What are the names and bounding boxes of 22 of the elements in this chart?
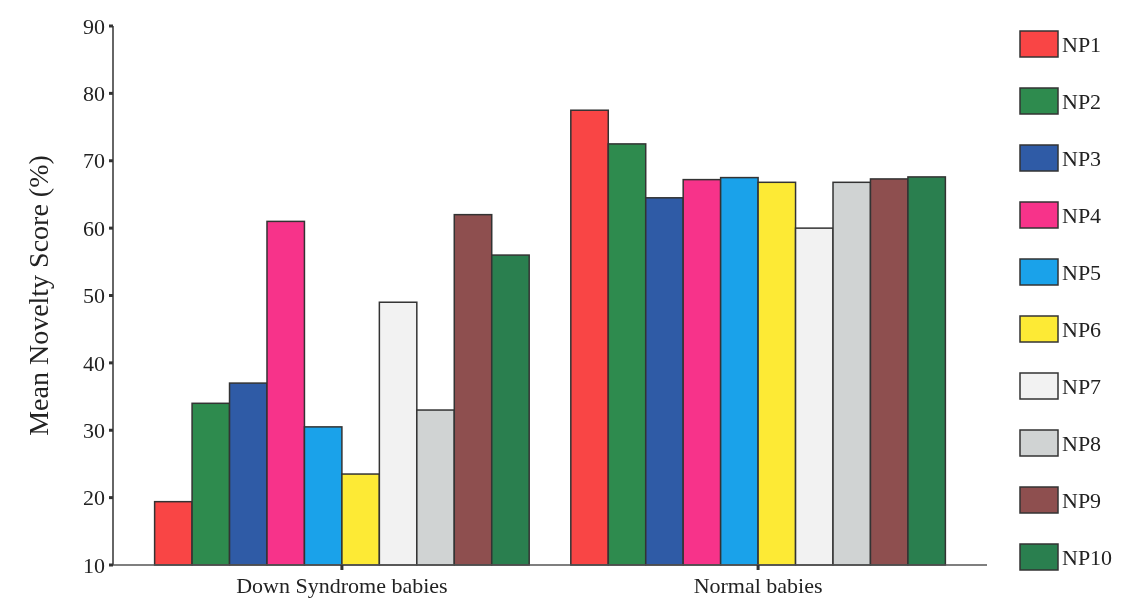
y-tick-label: 90 [83, 13, 105, 39]
legend-label: NP1 [1062, 31, 1102, 57]
y-tick-label: 10 [83, 552, 105, 578]
y-tick-label: 60 [83, 215, 105, 241]
y-tick-label: 20 [83, 485, 105, 511]
x-tick-label: Down Syndrome babies [236, 573, 448, 598]
legend-label: NP3 [1062, 145, 1102, 171]
legend-label: NP2 [1062, 88, 1102, 114]
legend-label: NP5 [1062, 259, 1102, 285]
x-tick-label: Normal babies [693, 573, 823, 598]
legend-label: NP4 [1062, 202, 1102, 228]
y-axis-title: Mean Novelty Score (%) [23, 155, 54, 436]
y-tick-label: 80 [83, 81, 105, 107]
legend-label: NP7 [1062, 373, 1102, 399]
legend-label: NP6 [1062, 316, 1102, 342]
y-tick-label: 30 [83, 417, 105, 443]
y-tick-label: 40 [83, 350, 105, 376]
legend-label: NP10 [1062, 544, 1113, 570]
legend-label: NP8 [1062, 430, 1102, 456]
y-tick-label: 50 [83, 283, 105, 309]
legend-label: NP9 [1062, 487, 1102, 513]
y-tick-label: 70 [83, 148, 105, 174]
